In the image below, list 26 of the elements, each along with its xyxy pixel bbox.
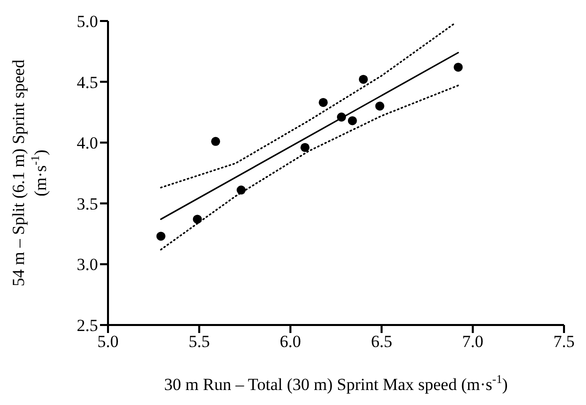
- point: [192, 214, 202, 224]
- point: [156, 232, 166, 241]
- point: [211, 136, 220, 146]
- x-tick-label: 5.0: [97, 332, 119, 352]
- x-tick-label: 7.0: [462, 332, 484, 352]
- x-tick-label: 7.5: [553, 332, 575, 352]
- y-tick-label: 3.5: [76, 194, 98, 214]
- point: [358, 74, 368, 84]
- x-tick-label: 6.5: [370, 332, 392, 352]
- y-tick-label: 5.0: [76, 12, 98, 32]
- y-tick-label: 3.0: [76, 255, 98, 274]
- line-series: [160, 22, 456, 188]
- x-axis-title: 30 m Run – Total (30 m) Sprint Max speed (m·s$^{-1}$): [164, 372, 508, 394]
- line-series: [160, 84, 460, 250]
- y-tick-label: 4.5: [76, 72, 98, 92]
- point: [348, 116, 357, 126]
- point: [236, 186, 246, 195]
- point: [300, 142, 310, 152]
- y-tick-label: 2.5: [76, 316, 98, 336]
- point: [318, 98, 328, 107]
- x-tick-label: 6.0: [280, 332, 302, 352]
- x-tick-label: 5.5: [188, 332, 210, 352]
- point: [336, 112, 346, 122]
- point: [375, 102, 384, 111]
- point: [454, 62, 463, 72]
- y-tick-label: 4.0: [76, 134, 98, 153]
